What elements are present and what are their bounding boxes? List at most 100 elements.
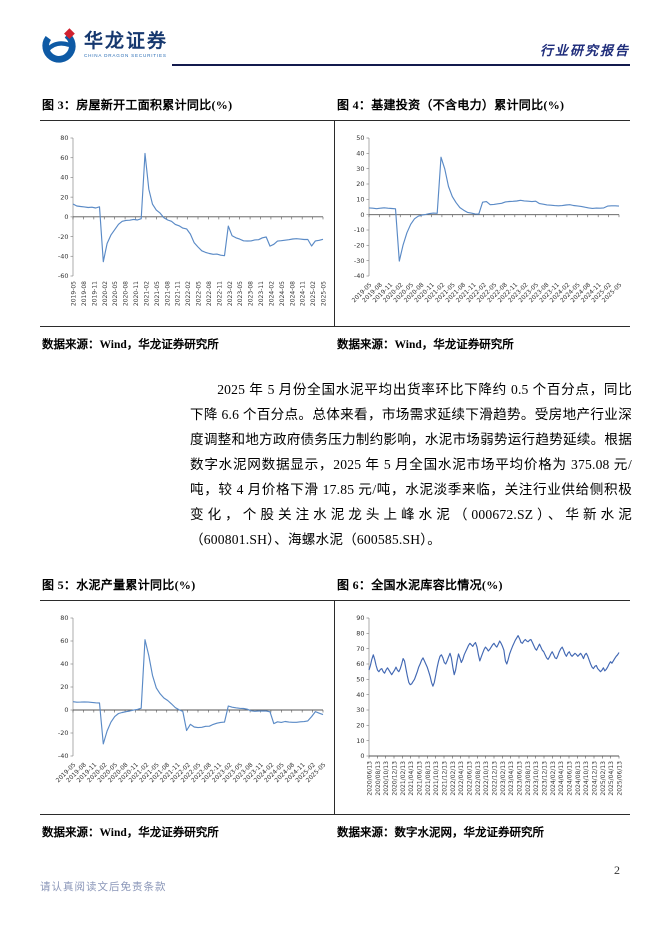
svg-text:0: 0 bbox=[64, 213, 68, 221]
svg-text:40: 40 bbox=[60, 660, 68, 668]
svg-text:2023/10/13: 2023/10/13 bbox=[533, 761, 540, 796]
figure3-title: 图 3：房屋新开工面积累计同比(%) bbox=[42, 98, 233, 112]
svg-text:2025/04/13: 2025/04/13 bbox=[608, 761, 615, 796]
svg-text:20: 20 bbox=[60, 683, 68, 691]
svg-text:2020/10/13: 2020/10/13 bbox=[383, 761, 390, 796]
svg-text:2024/10/13: 2024/10/13 bbox=[583, 761, 590, 796]
svg-text:2025/02/13: 2025/02/13 bbox=[599, 761, 606, 796]
chart-line-fig4: -40-30-20-10010203040502019-052019-08201… bbox=[350, 134, 623, 304]
logo-text-block: 华龙证券 CHINA DRAGON SECURITIES bbox=[84, 32, 168, 59]
svg-text:2024-11: 2024-11 bbox=[300, 281, 307, 306]
svg-text:-20: -20 bbox=[353, 242, 364, 250]
svg-text:2022/10/13: 2022/10/13 bbox=[483, 761, 490, 796]
report-type-label: 行业研究报告 bbox=[539, 43, 630, 58]
logo-name-en: CHINA DRAGON SECURITIES bbox=[84, 52, 167, 58]
svg-text:40: 40 bbox=[356, 691, 364, 699]
svg-text:2021/04/13: 2021/04/13 bbox=[408, 761, 415, 796]
svg-text:2019-05: 2019-05 bbox=[71, 281, 78, 306]
figure5-panel: -40 -20 0 20 40 60 80 2019-05 2019-08 2019-11 2020… bbox=[40, 601, 335, 814]
svg-text:70: 70 bbox=[356, 645, 364, 653]
svg-text:2022-05: 2022-05 bbox=[196, 281, 203, 306]
svg-text:2024/06/13: 2024/06/13 bbox=[566, 761, 573, 796]
svg-text:-30: -30 bbox=[353, 257, 364, 265]
svg-text:2023-05: 2023-05 bbox=[237, 281, 244, 306]
svg-text:60: 60 bbox=[356, 660, 364, 668]
figure6-source: 数据来源：数字水泥网，华龙证券研究所 bbox=[337, 827, 544, 839]
svg-text:2022/04/13: 2022/04/13 bbox=[458, 761, 465, 796]
page-number: 2 bbox=[614, 863, 620, 877]
svg-text:-10: -10 bbox=[353, 226, 364, 234]
svg-text:-60: -60 bbox=[58, 272, 69, 280]
svg-text:60: 60 bbox=[60, 154, 68, 162]
svg-text:2023/08/13: 2023/08/13 bbox=[524, 761, 531, 796]
svg-text:2023-08: 2023-08 bbox=[248, 281, 255, 306]
svg-text:30: 30 bbox=[356, 165, 364, 173]
svg-text:80: 80 bbox=[356, 630, 364, 638]
svg-text:2020-02: 2020-02 bbox=[102, 281, 109, 306]
svg-text:2024/12/13: 2024/12/13 bbox=[591, 761, 598, 796]
svg-text:20: 20 bbox=[356, 180, 364, 188]
figure-box-1: -60 -40 -20 0 20 40 60 80 2019-05 2019-08 2019-11 2… bbox=[40, 120, 630, 327]
svg-text:0: 0 bbox=[360, 211, 364, 219]
svg-text:2023/06/13: 2023/06/13 bbox=[516, 761, 523, 796]
logo-name-cn: 华龙证券 bbox=[84, 30, 169, 52]
svg-text:0: 0 bbox=[360, 752, 364, 760]
svg-text:2022/06/13: 2022/06/13 bbox=[466, 761, 473, 796]
svg-text:40: 40 bbox=[60, 174, 68, 182]
svg-text:2020/06/13: 2020/06/13 bbox=[366, 761, 373, 796]
figure3-panel: -60 -40 -20 0 20 40 60 80 2019-05 2019-08 2019-11 2… bbox=[40, 121, 335, 326]
figure6-title: 图 6：全国水泥库容比情况(%) bbox=[337, 578, 503, 592]
svg-text:2020/12/13: 2020/12/13 bbox=[391, 761, 398, 796]
figure4-title: 图 4：基建投资（不含电力）累计同比(%) bbox=[337, 98, 565, 112]
svg-text:80: 80 bbox=[60, 614, 68, 622]
figure4-panel: -40 -30 -20 -10 0 10 20 30 40 50 2019-05 2019-08 201… bbox=[335, 121, 630, 326]
body-paragraph: 2025 年 5 月份全国水泥平均出货率环比下降约 0.5 个百分点，同比下降 … bbox=[190, 382, 632, 547]
svg-text:2022/12/13: 2022/12/13 bbox=[491, 761, 498, 796]
figure-row-1: 图 3：房屋新开工面积累计同比(%) 图 4：基建投资（不含电力）累计同比(%)… bbox=[40, 96, 630, 352]
svg-text:2024-05: 2024-05 bbox=[279, 281, 286, 306]
svg-text:80: 80 bbox=[60, 134, 68, 142]
svg-text:2021/08/13: 2021/08/13 bbox=[424, 761, 431, 796]
svg-text:2021-02: 2021-02 bbox=[143, 281, 150, 306]
svg-text:-20: -20 bbox=[58, 729, 69, 737]
svg-text:-40: -40 bbox=[353, 272, 364, 280]
svg-text:2023/02/13: 2023/02/13 bbox=[499, 761, 506, 796]
svg-text:0: 0 bbox=[64, 706, 68, 714]
svg-text:90: 90 bbox=[356, 614, 364, 622]
svg-text:2023/04/13: 2023/04/13 bbox=[508, 761, 515, 796]
svg-text:2024/04/13: 2024/04/13 bbox=[558, 761, 565, 796]
svg-text:10: 10 bbox=[356, 196, 364, 204]
svg-text:50: 50 bbox=[356, 676, 364, 684]
svg-text:2023/12/13: 2023/12/13 bbox=[541, 761, 548, 796]
svg-text:2025-05: 2025-05 bbox=[321, 281, 328, 306]
svg-text:2024/02/13: 2024/02/13 bbox=[549, 761, 556, 796]
svg-text:40: 40 bbox=[356, 150, 364, 158]
svg-text:2022/08/13: 2022/08/13 bbox=[474, 761, 481, 796]
header-rule: 行业研究报告 bbox=[172, 40, 630, 66]
dragon-swirl-logo-icon bbox=[42, 28, 76, 63]
footer-disclaimer: 请认真阅读文后免责条款 bbox=[40, 882, 167, 893]
figure-box-2: -40 -20 0 20 40 60 80 2019-05 2019-08 2019-11 2020… bbox=[40, 600, 630, 815]
svg-text:-40: -40 bbox=[58, 252, 69, 260]
svg-text:2023-02: 2023-02 bbox=[227, 281, 234, 306]
report-page: 华龙证券 CHINA DRAGON SECURITIES 行业研究报告 图 3：… bbox=[40, 26, 632, 839]
svg-text:-20: -20 bbox=[58, 233, 69, 241]
svg-text:60: 60 bbox=[60, 637, 68, 645]
svg-text:50: 50 bbox=[356, 134, 364, 142]
page-header: 华龙证券 CHINA DRAGON SECURITIES 行业研究报告 bbox=[40, 26, 630, 66]
svg-text:2020/08/13: 2020/08/13 bbox=[374, 761, 381, 796]
figure6-panel: 0 10 20 30 40 50 60 70 80 90 2020/06/13 2020/08/13 2… bbox=[335, 601, 630, 814]
svg-text:2022-02: 2022-02 bbox=[185, 281, 192, 306]
svg-text:2025-02: 2025-02 bbox=[310, 281, 317, 306]
figure3-source: 数据来源：Wind，华龙证券研究所 bbox=[42, 339, 219, 351]
svg-text:2021/10/13: 2021/10/13 bbox=[433, 761, 440, 796]
svg-text:2021-05: 2021-05 bbox=[154, 281, 161, 306]
svg-text:2020-05: 2020-05 bbox=[112, 281, 119, 306]
svg-text:2021/12/13: 2021/12/13 bbox=[441, 761, 448, 796]
svg-text:2020-08: 2020-08 bbox=[123, 281, 130, 306]
figure5-title: 图 5：水泥产量累计同比(%) bbox=[42, 578, 196, 592]
chart-line-fig5: -40-200204060802019-052019-082019-112020… bbox=[55, 614, 328, 784]
svg-text:-40: -40 bbox=[58, 752, 69, 760]
svg-text:2019-08: 2019-08 bbox=[81, 281, 88, 306]
